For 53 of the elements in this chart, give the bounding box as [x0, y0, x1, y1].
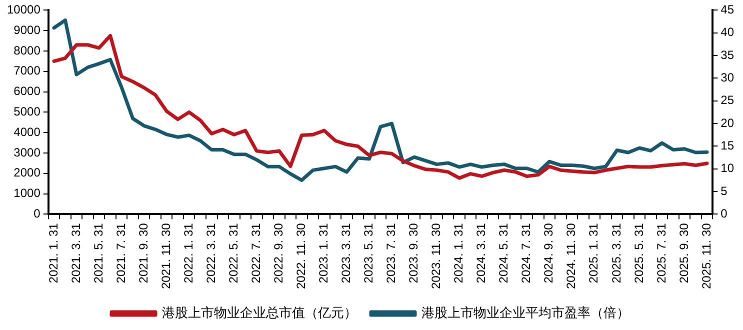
x-tick-label: 2024. 7. 31 — [519, 222, 534, 284]
x-tick-label: 2025. 5. 31 — [632, 222, 646, 284]
y2-tick-label: 35 — [720, 48, 734, 62]
y-tick-label: 7000 — [14, 64, 41, 78]
x-tick-label: 2024. 1. 31 — [452, 222, 466, 284]
y-tick-label: 10000 — [6, 2, 41, 17]
x-tick-label: 2025. 11. 30 — [699, 222, 714, 290]
x-tick-label: 2023. 7. 31 — [384, 222, 398, 284]
x-tick-label: 2022. 7. 31 — [248, 222, 263, 284]
x-tick-label: 2023. 3. 31 — [339, 222, 354, 284]
x-tick-label: 2021. 9. 30 — [136, 222, 150, 284]
y-tick-label: 0 — [34, 206, 41, 220]
y-tick-label: 1000 — [14, 186, 41, 200]
legend-label: 港股上市物业企业平均市盈率（倍） — [422, 305, 630, 320]
y2-tick-label: 10 — [720, 161, 734, 176]
x-tick-label: 2022. 9. 30 — [271, 222, 286, 284]
y-tick-label: 5000 — [14, 104, 41, 118]
y-tick-label: 6000 — [14, 84, 41, 98]
y2-tick-label: 15 — [720, 138, 734, 152]
x-tick-label: 2024. 9. 30 — [542, 222, 556, 284]
y-tick-label: 8000 — [14, 43, 41, 58]
y2-tick-label: 0 — [720, 206, 728, 220]
x-tick-label: 2023. 11. 30 — [429, 222, 444, 290]
y2-tick-label: 25 — [720, 93, 734, 108]
y2-tick-label: 20 — [720, 116, 734, 130]
y2-tick-label: 45 — [720, 2, 734, 17]
y-tick-label: 2000 — [14, 166, 41, 180]
x-tick-label: 2021. 3. 31 — [68, 222, 83, 284]
x-tick-label: 2025. 1. 31 — [586, 222, 601, 284]
x-tick-label: 2024. 3. 31 — [474, 222, 488, 284]
x-tick-label: 2022. 3. 31 — [204, 222, 218, 284]
x-tick-label: 2023. 5. 31 — [362, 222, 376, 284]
x-tick-label: 2021. 11. 30 — [158, 222, 173, 290]
x-tick-label: 2022. 5. 31 — [226, 222, 240, 284]
x-tick-label: 2023. 9. 30 — [406, 222, 421, 284]
x-tick-label: 2023. 1. 31 — [316, 222, 331, 284]
x-tick-label: 2022. 1. 31 — [181, 222, 196, 284]
y2-tick-label: 40 — [720, 25, 734, 40]
x-tick-label: 2025. 3. 31 — [609, 222, 624, 284]
y-tick-label: 4000 — [14, 124, 41, 139]
y-tick-label: 9000 — [14, 22, 41, 37]
legend-label: 港股上市物业企业总市值（亿元） — [162, 305, 357, 320]
x-tick-label: 2021. 1. 31 — [46, 222, 60, 284]
y2-tick-label: 30 — [720, 70, 734, 84]
x-tick-label: 2025. 7. 31 — [654, 222, 668, 284]
x-tick-label: 2022. 11. 30 — [294, 222, 308, 290]
y2-tick-label: 5 — [720, 184, 728, 198]
x-tick-label: 2024. 11. 30 — [564, 222, 578, 290]
y-tick-label: 3000 — [14, 145, 41, 160]
x-tick-label: 2021. 5. 31 — [91, 222, 106, 284]
x-tick-label: 2025. 9. 30 — [676, 222, 691, 284]
x-tick-label: 2021. 7. 31 — [114, 222, 128, 284]
x-tick-label: 2024. 5. 31 — [496, 222, 511, 284]
